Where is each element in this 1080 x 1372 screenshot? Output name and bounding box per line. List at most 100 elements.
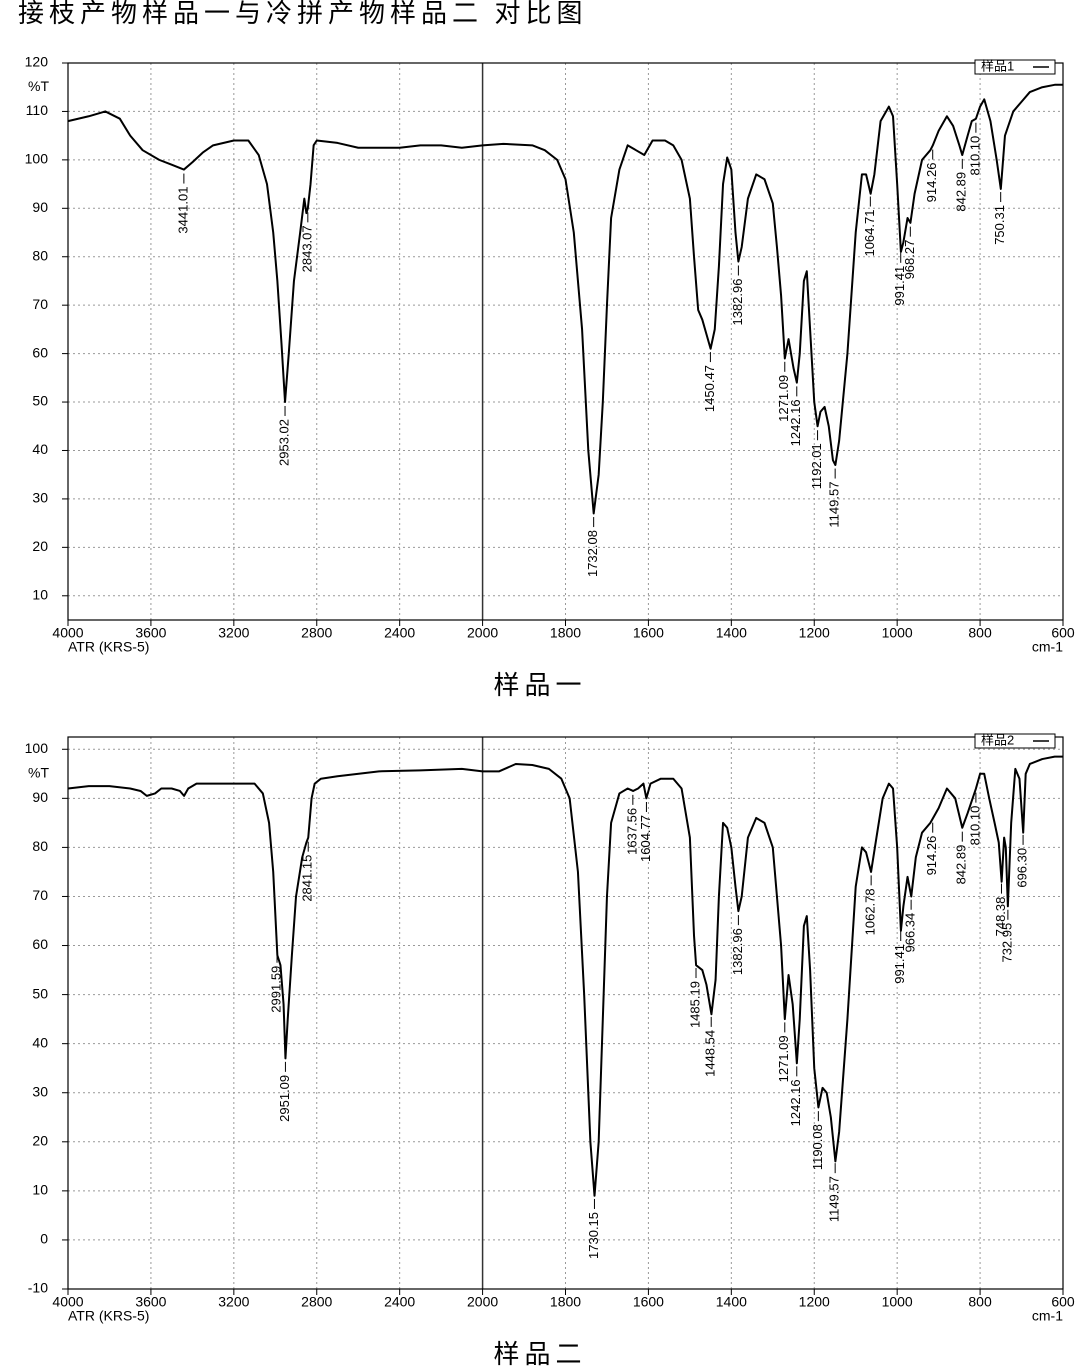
x-tick-label: 1400 (716, 625, 747, 641)
peak-label: 1149.57 (827, 1176, 842, 1222)
legend-box (974, 733, 1056, 749)
peak-label: 2953.02 (276, 419, 291, 466)
peak-label: 914.26 (924, 836, 939, 876)
x-tick-label: 1200 (799, 1294, 830, 1310)
x-tick-label: 1800 (550, 1294, 581, 1310)
peak-label: 810.10 (967, 136, 982, 176)
y-tick-label: 70 (32, 296, 48, 312)
y-tick-label: 100 (25, 151, 49, 167)
y-tick-label: 10 (32, 1182, 48, 1198)
spectrum-line (67, 83, 1063, 515)
peak-label: 842.89 (954, 172, 969, 212)
page-title: 接枝产物样品一与冷拼产物样品二 对比图 (18, 0, 588, 28)
y-tick-label: 20 (32, 538, 48, 554)
peak-label: 1448.54 (703, 1030, 718, 1077)
y-axis-label: %T (28, 765, 49, 781)
peak-label: 2951.09 (277, 1075, 292, 1122)
y-tick-label: 40 (32, 1034, 48, 1050)
y-tick-label: 10 (32, 586, 48, 602)
peak-label: 1190.08 (810, 1124, 825, 1170)
peak-label: 748.38 (993, 897, 1008, 937)
chart-caption: 样品二 (493, 1340, 586, 1369)
y-tick-label: 60 (32, 344, 48, 360)
x-axis-unit: cm-1 (1032, 1308, 1063, 1324)
y-tick-label: 50 (32, 393, 48, 409)
y-tick-label: 80 (32, 838, 48, 854)
peak-label: 2843.07 (299, 225, 314, 272)
x-tick-label: 800 (968, 1294, 992, 1310)
y-tick-label: 30 (32, 1083, 48, 1099)
peak-label: 842.89 (954, 845, 969, 885)
peak-label: 810.10 (967, 806, 982, 846)
y-tick-label: 70 (32, 887, 48, 903)
x-tick-label: 2000 (467, 1294, 498, 1310)
x-tick-label: 3200 (218, 625, 249, 641)
y-tick-label: 40 (32, 441, 48, 457)
x-tick-label: 2800 (301, 625, 332, 641)
x-tick-label: 2400 (384, 625, 415, 641)
peak-label: 1450.47 (702, 365, 717, 412)
y-tick-label: 90 (32, 199, 48, 215)
peak-label: 914.26 (924, 163, 939, 203)
peak-label: 1271.09 (776, 375, 791, 422)
plot-frame (67, 62, 1064, 621)
peak-label: 1062.78 (863, 888, 878, 935)
y-tick-label: 60 (32, 936, 48, 952)
x-tick-label: 1800 (550, 625, 581, 641)
x-tick-label: 1400 (716, 1294, 747, 1310)
legend-box (974, 59, 1056, 75)
peak-label: 1382.96 (730, 928, 745, 975)
peak-label: 1604.77 (638, 815, 653, 862)
x-tick-label: 600 (1051, 1294, 1075, 1310)
x-tick-label: 3200 (218, 1294, 249, 1310)
peak-label: 2991.59 (268, 966, 283, 1013)
x-tick-label: 3600 (135, 625, 166, 641)
peak-label: 1637.56 (624, 808, 639, 855)
x-tick-label: 1000 (882, 1294, 913, 1310)
peak-label: 966.34 (903, 913, 918, 953)
peak-label: 1149.57 (827, 482, 842, 528)
peak-label: 1485.19 (687, 981, 702, 1028)
peak-label: 3441.01 (175, 187, 190, 234)
y-tick-label: 20 (32, 1133, 48, 1149)
peak-label: 1242.16 (788, 1079, 803, 1126)
x-tick-label: 4000 (52, 625, 83, 641)
x-tick-label: 800 (968, 625, 992, 641)
x-tick-label: 600 (1051, 625, 1075, 641)
peak-label: 2841.15 (300, 855, 315, 902)
y-tick-label: 90 (32, 789, 48, 805)
x-tick-label: 1000 (882, 625, 913, 641)
peak-label: 991.41 (892, 266, 907, 306)
x-tick-label: 2000 (467, 625, 498, 641)
y-tick-label: 120 (25, 54, 49, 70)
legend-label: 样品2 (981, 732, 1014, 747)
chart-caption: 样品一 (493, 671, 586, 700)
x-axis-label: ATR (KRS-5) (68, 1308, 149, 1324)
y-tick-label: 30 (32, 490, 48, 506)
peak-label: 1382.96 (730, 279, 745, 326)
y-tick-label: 80 (32, 247, 48, 263)
y-axis-label: %T (28, 78, 49, 94)
x-axis-unit: cm-1 (1032, 639, 1063, 655)
x-tick-label: 1600 (633, 625, 664, 641)
spectrum-line (67, 755, 1063, 1197)
x-tick-label: 1200 (799, 625, 830, 641)
peak-label: 968.27 (902, 240, 917, 280)
peak-label: 1732.08 (585, 530, 600, 577)
x-tick-label: 2400 (384, 1294, 415, 1310)
peak-label: 1730.15 (586, 1212, 601, 1259)
x-tick-label: 2800 (301, 1294, 332, 1310)
peak-label: 991.41 (892, 944, 907, 984)
y-tick-label: 0 (40, 1231, 48, 1247)
x-axis-label: ATR (KRS-5) (68, 639, 149, 655)
x-tick-label: 4000 (52, 1294, 83, 1310)
y-tick-label: 50 (32, 985, 48, 1001)
peak-label: 696.30 (1015, 848, 1030, 888)
peak-label: 750.31 (992, 205, 1007, 245)
peak-label: 1192.01 (809, 443, 824, 489)
x-tick-label: 1600 (633, 1294, 664, 1310)
peak-label: 1271.09 (776, 1035, 791, 1082)
x-tick-label: 3600 (135, 1294, 166, 1310)
peak-label: 1064.71 (862, 210, 877, 257)
y-tick-label: 100 (25, 740, 49, 756)
